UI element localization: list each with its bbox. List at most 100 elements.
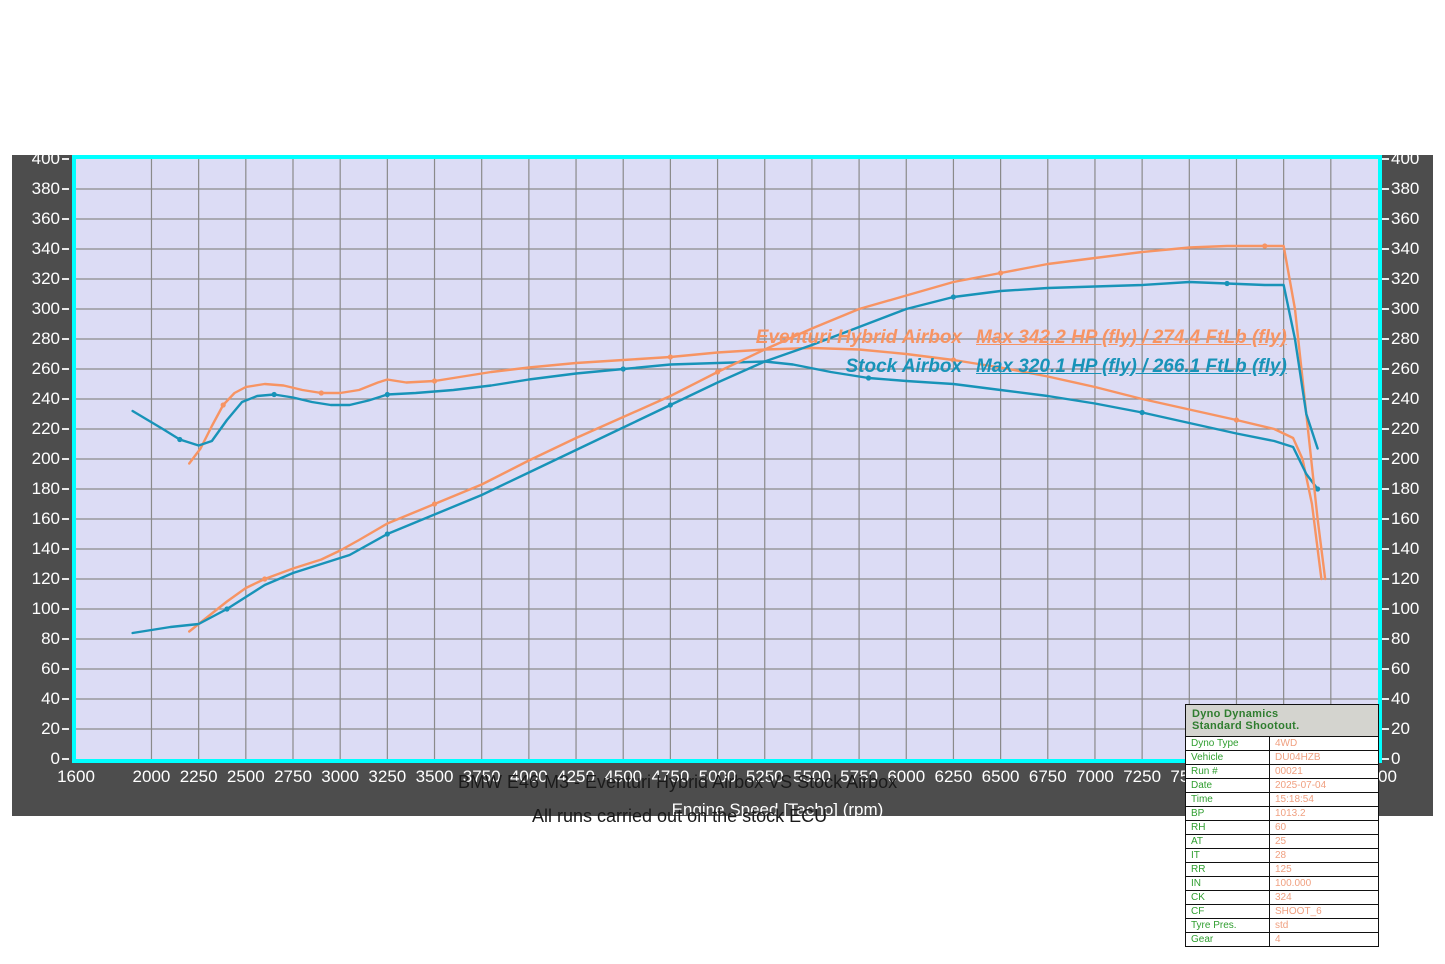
- y-tick-label-right: 20: [1391, 719, 1410, 738]
- x-tick-label: 3250: [368, 767, 407, 786]
- y-tick-mark-right: [1382, 428, 1389, 430]
- y-tick-label-right: 100: [1391, 599, 1420, 618]
- legend-row-stock: Stock Airbox Max 320.1 HP (fly) / 266.1 …: [712, 356, 1332, 385]
- dyno-info-row: Time 15:18:54: [1186, 793, 1378, 807]
- dyno-info-key: Run #: [1186, 765, 1270, 778]
- x-tick-label: 2000: [132, 767, 171, 786]
- y-tick-mark-right: [1382, 758, 1389, 760]
- dyno-info-row: RH 60: [1186, 821, 1378, 835]
- dyno-info-row: Date 2025-07-04: [1186, 779, 1378, 793]
- y-tick-mark-left: [62, 218, 69, 220]
- x-tick-label: 6000: [887, 767, 926, 786]
- y-tick-label-left: 200: [31, 449, 60, 468]
- y-tick-label-left: 60: [41, 659, 60, 678]
- y-tick-mark-left: [62, 728, 69, 730]
- dyno-info-value: 2025-07-04: [1275, 780, 1327, 791]
- dyno-info-header: Dyno Dynamics Standard Shootout.: [1186, 705, 1378, 737]
- y-tick-label-left: 120: [31, 569, 60, 588]
- y-tick-mark-left: [62, 668, 69, 670]
- y-tick-label-left: 260: [31, 359, 60, 378]
- dyno-info-title-line1: Dyno Dynamics: [1192, 708, 1279, 720]
- dyno-info-value: 28: [1275, 850, 1287, 861]
- x-tick-label: 6250: [934, 767, 973, 786]
- y-tick-mark-right: [1382, 398, 1389, 400]
- dyno-info-row: IT 28: [1186, 849, 1378, 863]
- y-tick-mark-right: [1382, 638, 1389, 640]
- dyno-info-key: Time: [1186, 793, 1270, 806]
- y-tick-label-right: 280: [1391, 329, 1420, 348]
- y-tick-label-right: 300: [1391, 299, 1420, 318]
- dyno-info-row: Dyno Type 4WD: [1186, 737, 1378, 751]
- y-tick-label-left: 20: [41, 719, 60, 738]
- dyno-info-row: Tyre Pres. std: [1186, 919, 1378, 933]
- legend-value-stock: Max 320.1 HP (fly) / 266.1 FtLb (fly): [976, 356, 1287, 377]
- dyno-info-key: IT: [1186, 849, 1270, 862]
- dyno-info-row: CF SHOOT_6: [1186, 905, 1378, 919]
- y-tick-label-left: 320: [31, 269, 60, 288]
- x-tick-label: 4500: [604, 767, 643, 786]
- dyno-info-key: RH: [1186, 821, 1270, 834]
- y-tick-mark-left: [62, 638, 69, 640]
- y-tick-label-right: 220: [1391, 419, 1420, 438]
- dyno-info-row: Vehicle DU04HZB: [1186, 751, 1378, 765]
- y-axis-right: 0 20 40 60 80 100 120 140 160 180 200 220 240 260 280 3…: [1382, 149, 1444, 768]
- y-tick-label-left: 160: [31, 509, 60, 528]
- y-tick-label-left: 280: [31, 329, 60, 348]
- y-tick-mark-left: [62, 278, 69, 280]
- y-tick-label-left: 240: [31, 389, 60, 408]
- dyno-info-key: BP: [1186, 807, 1270, 820]
- x-tick-label: 2750: [274, 767, 312, 786]
- dyno-info-row: Run # 00021: [1186, 765, 1378, 779]
- x-tick-label: 7250: [1123, 767, 1162, 786]
- y-tick-mark-right: [1382, 518, 1389, 520]
- dyno-info-value: 00021: [1275, 766, 1303, 777]
- y-tick-label-right: 60: [1391, 659, 1410, 678]
- x-tick-label: 5000: [698, 767, 737, 786]
- y-tick-mark-right: [1382, 698, 1389, 700]
- dyno-info-value: 4: [1275, 934, 1281, 945]
- dyno-info-value: 4WD: [1275, 738, 1298, 749]
- y-tick-label-left: 380: [31, 179, 60, 198]
- y-tick-mark-left: [62, 188, 69, 190]
- y-axis-left: Flywheel Torque (FtLb) 02040608010012014…: [12, 149, 106, 768]
- dyno-info-key: Date: [1186, 779, 1270, 792]
- y-tick-label-right: 400: [1391, 149, 1420, 168]
- y-tick-label-right: 80: [1391, 629, 1410, 648]
- series-lines: [131, 243, 1327, 635]
- y-tick-label-left: 100: [31, 599, 60, 618]
- plot-area: [72, 155, 1382, 763]
- y-tick-mark-right: [1382, 338, 1389, 340]
- dyno-info-key: AT: [1186, 835, 1270, 848]
- y-tick-mark-right: [1382, 668, 1389, 670]
- x-tick-label: 4750: [651, 767, 690, 786]
- y-tick-mark-left: [62, 698, 69, 700]
- y-tick-label-left: 400: [31, 149, 60, 168]
- y-tick-mark-right: [1382, 368, 1389, 370]
- y-tick-label-right: 0: [1391, 749, 1401, 768]
- y-tick-mark-right: [1382, 248, 1389, 250]
- dyno-info-value: 324: [1275, 892, 1292, 903]
- y-tick-mark-left: [62, 518, 69, 520]
- dyno-info-value: 1013.2: [1275, 808, 1306, 819]
- x-tick-label: 1600: [57, 767, 95, 786]
- x-tick-label: 6500: [981, 767, 1020, 786]
- y-tick-label-left: 300: [31, 299, 60, 318]
- dyno-info-key: Gear: [1186, 933, 1270, 946]
- y-tick-mark-right: [1382, 188, 1389, 190]
- chart-title-annotation: BMW E46 M3 - Eventuri Hybrid Airbox VS S…: [458, 772, 898, 792]
- y-tick-mark-left: [62, 158, 69, 160]
- y-tick-mark-right: [1382, 578, 1389, 580]
- y-tick-label-left: 40: [41, 689, 60, 708]
- y-tick-mark-left: [62, 458, 69, 460]
- dyno-info-value: 15:18:54: [1275, 794, 1314, 805]
- y-tick-label-right: 160: [1391, 509, 1420, 528]
- plot-inner: [76, 159, 1378, 759]
- y-tick-label-right: 140: [1391, 539, 1420, 558]
- dyno-info-key: RR: [1186, 863, 1270, 876]
- legend-label-stock: Stock Airbox: [845, 356, 963, 377]
- dyno-info-value: std: [1275, 920, 1289, 931]
- x-tick-label: 7000: [1076, 767, 1114, 786]
- dyno-info-row: IN 100.000: [1186, 877, 1378, 891]
- dyno-info-row: RR 125: [1186, 863, 1378, 877]
